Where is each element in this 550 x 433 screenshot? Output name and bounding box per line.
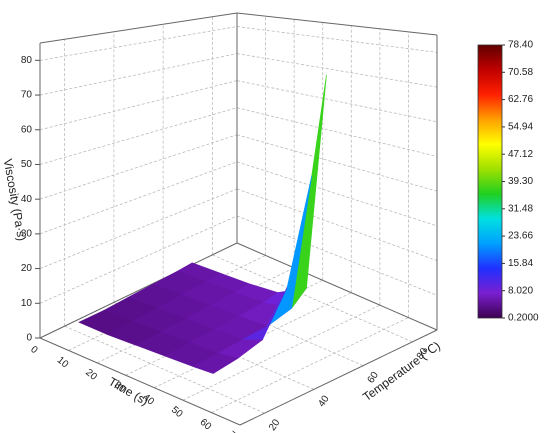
grid-line xyxy=(236,134,438,192)
grid-line xyxy=(68,255,266,351)
colorbar-label: 47.12 xyxy=(508,149,533,160)
colorbar-label: 70.58 xyxy=(508,67,533,78)
z-tick-label: 80 xyxy=(21,55,33,66)
axis-line xyxy=(39,242,238,339)
grid-line xyxy=(182,304,381,401)
grid-line xyxy=(39,80,238,131)
grid-line xyxy=(39,26,238,61)
x-tick-label: 70 xyxy=(226,429,242,433)
axis-line xyxy=(236,242,438,331)
y-tick-label: 40 xyxy=(316,393,332,409)
z-tick-label: 50 xyxy=(21,159,33,170)
z-tick-label: 20 xyxy=(21,263,33,274)
x-axis-title: Time (s) xyxy=(106,374,151,408)
colorbar-label: 0.2000 xyxy=(508,313,539,324)
grid-line xyxy=(236,107,438,157)
x-tick-label: 50 xyxy=(169,404,185,420)
axis-line xyxy=(39,12,238,44)
surface-patch xyxy=(192,352,239,374)
grid-line xyxy=(211,317,409,413)
colorbar-label: 15.84 xyxy=(508,258,533,269)
y-tick-label: 20 xyxy=(267,417,283,433)
grid-line xyxy=(39,134,238,200)
colorbar-label: 54.94 xyxy=(508,122,533,133)
grid-line xyxy=(39,188,238,269)
grid-line xyxy=(236,188,438,261)
z-tick-label: 0 xyxy=(26,333,32,344)
colorbar-label: 39.30 xyxy=(508,176,533,187)
grid-line xyxy=(236,53,438,88)
x-tick-label: 10 xyxy=(55,355,71,371)
grid-line xyxy=(154,292,352,389)
colorbar-label: 62.76 xyxy=(508,94,533,105)
z-tick-label: 40 xyxy=(21,194,33,205)
label-layer: 0102030405060708001020304050607020406080 xyxy=(21,55,431,433)
x-tick-label: 60 xyxy=(198,417,214,433)
grid-line xyxy=(64,325,265,414)
grid-line xyxy=(96,267,295,364)
colorbar xyxy=(477,44,503,319)
grid-line xyxy=(212,254,413,343)
grid-line xyxy=(236,26,438,53)
x-tick-label: 0 xyxy=(28,344,40,356)
z-tick-label: 30 xyxy=(21,229,33,240)
colorbar-label: 23.66 xyxy=(508,231,533,242)
axis-line xyxy=(239,329,438,426)
colorbar-label: 78.40 xyxy=(508,40,533,51)
x-tick-label: 20 xyxy=(83,367,99,383)
grid-line xyxy=(39,161,238,235)
z-tick-label: 70 xyxy=(21,90,33,101)
colorbar-label: 31.48 xyxy=(508,203,533,214)
grid-line xyxy=(236,215,438,296)
grid-line xyxy=(39,107,238,165)
grid-line xyxy=(236,161,438,227)
axis-line xyxy=(236,12,438,36)
axis-line xyxy=(39,337,241,426)
grid-line xyxy=(236,80,438,123)
z-tick-label: 60 xyxy=(21,124,33,135)
colorbar-label: 8.020 xyxy=(508,285,533,296)
grid-line xyxy=(39,215,238,304)
grid-layer xyxy=(39,12,438,426)
surface xyxy=(78,74,327,374)
z-tick-label: 10 xyxy=(21,298,33,309)
grid-line xyxy=(39,53,238,96)
